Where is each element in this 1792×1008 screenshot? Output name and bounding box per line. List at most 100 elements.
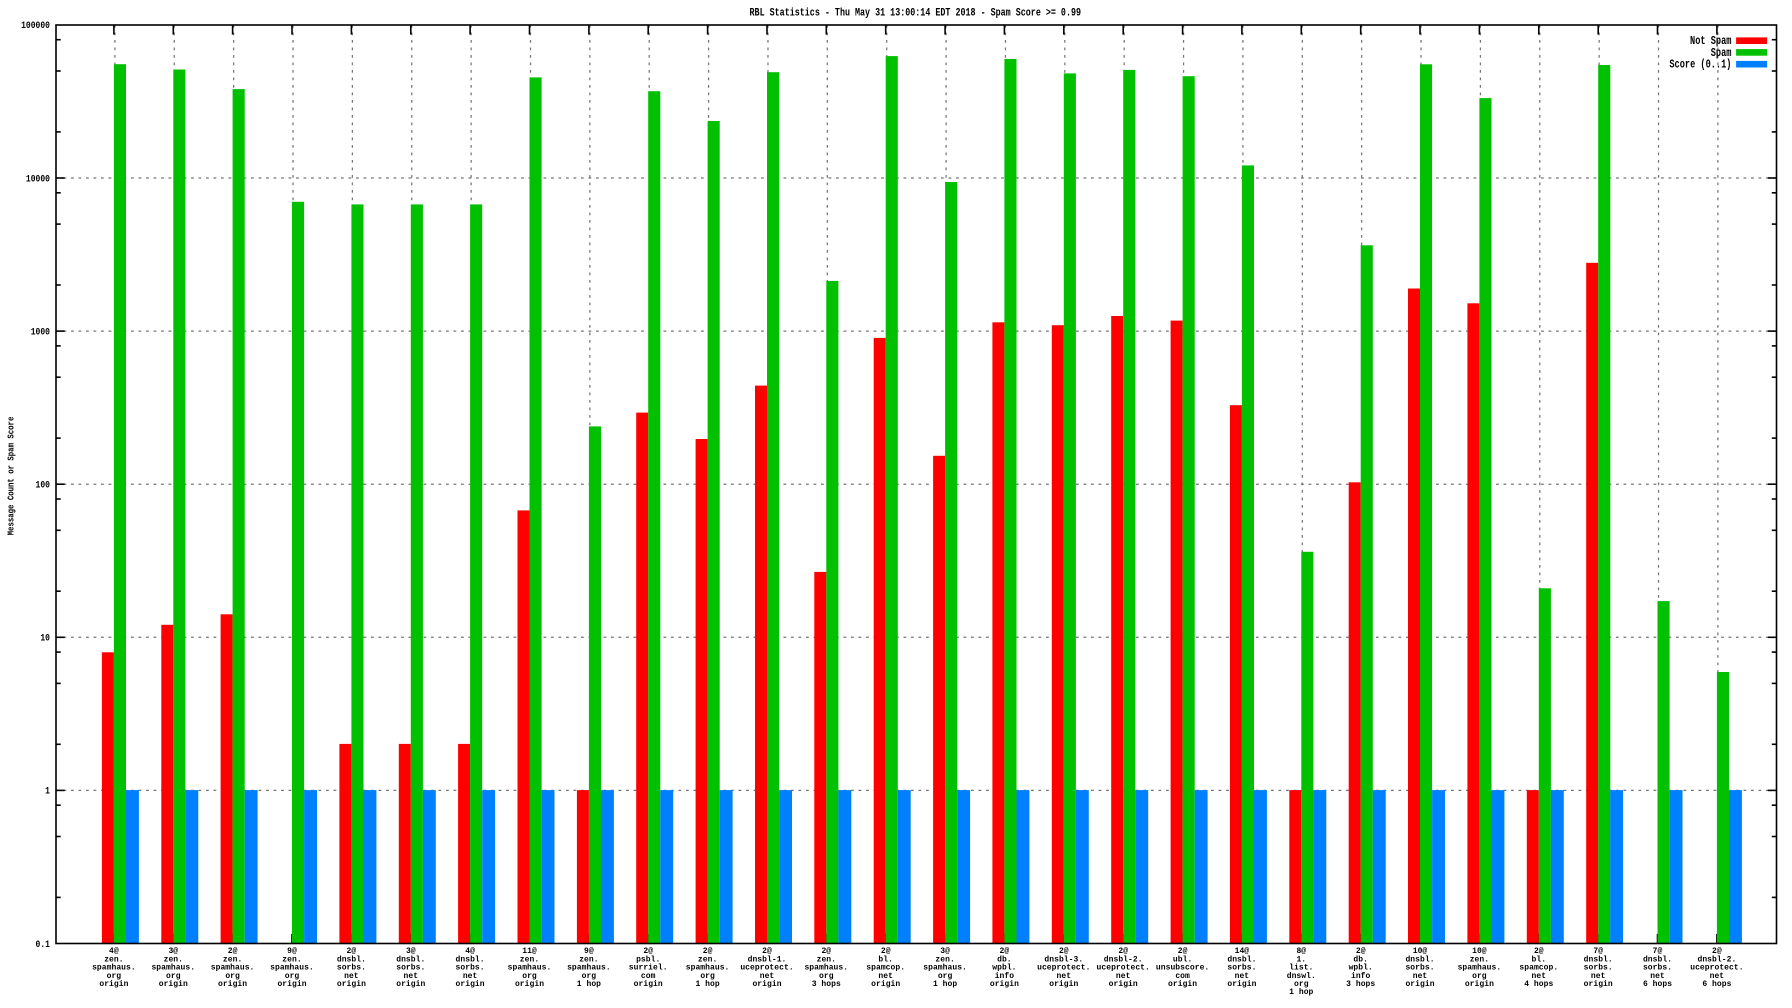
svg-text:origin: origin: [456, 980, 485, 989]
svg-text:9@: 9@: [287, 947, 297, 956]
svg-text:4@: 4@: [465, 947, 475, 956]
svg-text:1 hop: 1 hop: [695, 980, 719, 989]
svg-text:6 hops: 6 hops: [1702, 980, 1731, 989]
svg-text:Score (0..1): Score (0..1): [1669, 58, 1731, 72]
svg-text:info: info: [1351, 972, 1371, 981]
svg-text:origin: origin: [159, 980, 188, 989]
svg-text:3@: 3@: [406, 947, 416, 956]
svg-text:origin: origin: [396, 980, 425, 989]
svg-text:Message Count or Spam Score: Message Count or Spam Score: [6, 417, 17, 536]
svg-text:dnsbl-3.: dnsbl-3.: [1044, 955, 1083, 964]
svg-text:net: net: [878, 972, 893, 981]
svg-text:zen.: zen.: [935, 955, 954, 964]
svg-text:db.: db.: [1353, 955, 1368, 964]
svg-text:10: 10: [40, 632, 50, 644]
svg-text:2@: 2@: [1000, 947, 1010, 956]
svg-text:RBL Statistics - Thu May 31 13: RBL Statistics - Thu May 31 13:00:14 EDT…: [750, 7, 1082, 19]
svg-text:dnsbl.: dnsbl.: [1643, 955, 1672, 964]
svg-text:net: net: [1650, 972, 1665, 981]
svg-text:sorbs.: sorbs.: [1643, 964, 1672, 973]
svg-text:zen.: zen.: [579, 955, 598, 964]
svg-text:100000: 100000: [21, 19, 50, 31]
svg-text:2@: 2@: [1059, 947, 1069, 956]
svg-text:spamcop.: spamcop.: [1519, 964, 1558, 973]
svg-text:origin: origin: [1584, 980, 1613, 989]
svg-text:net: net: [1413, 972, 1428, 981]
svg-text:origin: origin: [752, 980, 781, 989]
svg-text:dnsbl-2.: dnsbl-2.: [1697, 955, 1736, 964]
svg-text:4 hops: 4 hops: [1524, 980, 1553, 989]
svg-text:sorbs.: sorbs.: [456, 964, 485, 973]
svg-text:origin: origin: [871, 980, 900, 989]
svg-text:dnsbl.: dnsbl.: [337, 955, 366, 964]
svg-text:2@: 2@: [1534, 947, 1544, 956]
svg-text:origin: origin: [1109, 980, 1138, 989]
svg-text:net: net: [344, 972, 359, 981]
svg-text:3 hops: 3 hops: [1346, 980, 1375, 989]
svg-text:2@: 2@: [703, 947, 713, 956]
svg-text:net: net: [1116, 972, 1131, 981]
svg-text:0.1: 0.1: [36, 938, 51, 950]
svg-text:6 hops: 6 hops: [1643, 980, 1672, 989]
svg-text:com: com: [1175, 972, 1190, 981]
svg-text:3@: 3@: [168, 947, 178, 956]
svg-text:org: org: [819, 972, 834, 981]
svg-text:spamhaus.: spamhaus.: [92, 964, 136, 973]
svg-text:1 hop: 1 hop: [933, 980, 957, 989]
svg-text:spamhaus.: spamhaus.: [923, 964, 967, 973]
svg-text:2@: 2@: [1178, 947, 1188, 956]
svg-text:spamhaus.: spamhaus.: [211, 964, 255, 973]
svg-text:sorbs.: sorbs.: [1405, 964, 1434, 973]
svg-text:7@: 7@: [1593, 947, 1603, 956]
svg-text:2@: 2@: [1356, 947, 1366, 956]
svg-text:2@: 2@: [347, 947, 357, 956]
svg-text:3 hops: 3 hops: [812, 980, 841, 989]
svg-text:org: org: [285, 972, 300, 981]
svg-text:wpbl.: wpbl.: [992, 964, 1016, 973]
svg-text:origin: origin: [1227, 980, 1256, 989]
svg-text:100: 100: [36, 479, 50, 491]
svg-text:origin: origin: [218, 980, 247, 989]
svg-text:zen.: zen.: [104, 955, 123, 964]
svg-text:bl.: bl.: [1532, 955, 1547, 964]
svg-text:Spam: Spam: [1711, 47, 1732, 61]
svg-text:origin: origin: [634, 980, 663, 989]
svg-text:1.: 1.: [1296, 955, 1306, 964]
svg-text:dnsbl.: dnsbl.: [396, 955, 425, 964]
svg-text:org: org: [938, 972, 953, 981]
svg-text:dnswl.: dnswl.: [1287, 972, 1316, 981]
svg-text:1 hop: 1 hop: [1289, 988, 1313, 997]
svg-text:org: org: [582, 972, 597, 981]
svg-text:7@: 7@: [1653, 947, 1663, 956]
svg-text:1000: 1000: [31, 326, 50, 338]
svg-text:origin: origin: [1465, 980, 1494, 989]
svg-text:surriel.: surriel.: [629, 964, 668, 973]
svg-text:origin: origin: [337, 980, 366, 989]
svg-text:zen.: zen.: [817, 955, 836, 964]
svg-text:spamhaus.: spamhaus.: [567, 964, 611, 973]
svg-text:org: org: [225, 972, 240, 981]
svg-text:spamhaus.: spamhaus.: [804, 964, 848, 973]
svg-text:2@: 2@: [762, 947, 772, 956]
svg-text:uceprotect.: uceprotect.: [1037, 964, 1090, 973]
svg-text:net: net: [463, 972, 478, 981]
svg-text:spamhaus.: spamhaus.: [151, 964, 195, 973]
svg-text:net: net: [1532, 972, 1547, 981]
svg-text:sorbs.: sorbs.: [337, 964, 366, 973]
svg-text:dnsbl.: dnsbl.: [1405, 955, 1434, 964]
svg-text:2@: 2@: [643, 947, 653, 956]
svg-text:2@: 2@: [1118, 947, 1128, 956]
svg-text:net: net: [1235, 972, 1250, 981]
svg-text:dnsbl.: dnsbl.: [456, 955, 485, 964]
svg-text:org: org: [107, 972, 122, 981]
svg-text:db.: db.: [997, 955, 1012, 964]
svg-text:net: net: [1591, 972, 1606, 981]
svg-text:3@: 3@: [940, 947, 950, 956]
svg-text:spamhaus.: spamhaus.: [508, 964, 552, 973]
svg-text:2@: 2@: [228, 947, 238, 956]
svg-text:14@: 14@: [1235, 947, 1250, 956]
svg-text:zen.: zen.: [520, 955, 539, 964]
svg-text:9@: 9@: [584, 947, 594, 956]
svg-text:origin: origin: [1168, 980, 1197, 989]
svg-text:zen.: zen.: [698, 955, 717, 964]
